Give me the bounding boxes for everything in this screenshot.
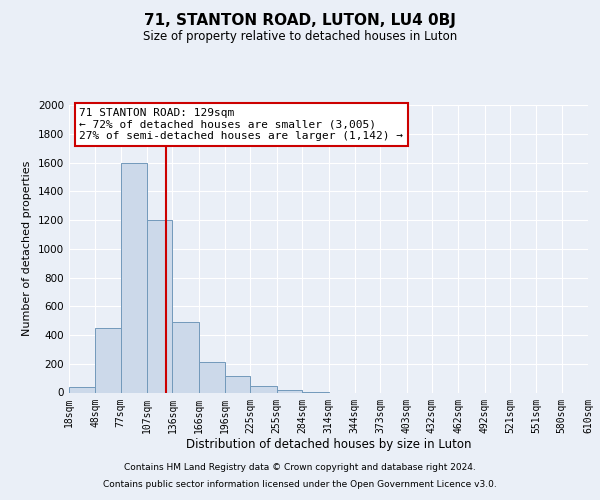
Bar	[147, 220, 172, 392]
Bar	[277, 390, 302, 392]
Bar	[250, 386, 277, 392]
Bar	[69, 388, 95, 392]
Bar	[95, 328, 121, 392]
Bar	[199, 362, 225, 392]
Text: Contains HM Land Registry data © Crown copyright and database right 2024.: Contains HM Land Registry data © Crown c…	[124, 464, 476, 472]
X-axis label: Distribution of detached houses by size in Luton: Distribution of detached houses by size …	[186, 438, 471, 451]
Text: 71 STANTON ROAD: 129sqm
← 72% of detached houses are smaller (3,005)
27% of semi: 71 STANTON ROAD: 129sqm ← 72% of detache…	[79, 108, 403, 141]
Text: Contains public sector information licensed under the Open Government Licence v3: Contains public sector information licen…	[103, 480, 497, 489]
Text: 71, STANTON ROAD, LUTON, LU4 0BJ: 71, STANTON ROAD, LUTON, LU4 0BJ	[144, 12, 456, 28]
Y-axis label: Number of detached properties: Number of detached properties	[22, 161, 32, 336]
Text: Size of property relative to detached houses in Luton: Size of property relative to detached ho…	[143, 30, 457, 43]
Bar	[121, 162, 147, 392]
Bar	[225, 376, 250, 392]
Bar	[172, 322, 199, 392]
